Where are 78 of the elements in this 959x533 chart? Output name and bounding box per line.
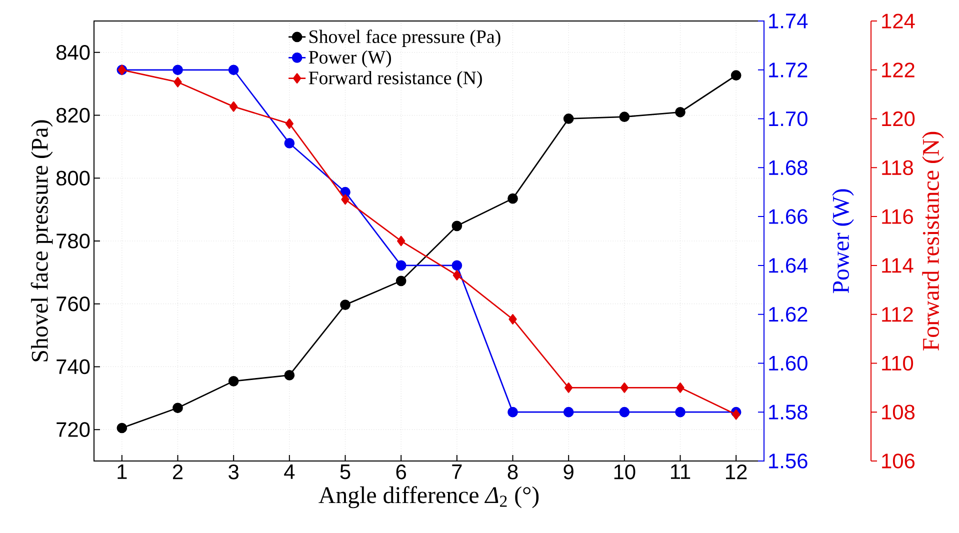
x-tick-label: 11 — [670, 464, 690, 479]
y2-tick-label: 1.58 — [769, 404, 808, 420]
x-tick-label: 10 — [614, 464, 636, 480]
point — [174, 76, 182, 88]
point — [228, 64, 239, 76]
y2-tick-label: 1.56 — [769, 454, 808, 468]
y3-tick-label: 112 — [882, 307, 913, 322]
y3-tick-label: 122 — [882, 62, 914, 78]
x-tick-label: 6 — [396, 464, 406, 480]
point — [675, 106, 686, 118]
y2-tick-label: 1.62 — [769, 306, 808, 322]
x-axis-title: Angle difference Δ$_{2}$ (°) — [318, 486, 539, 508]
point — [340, 300, 350, 310]
y3-tick-label: 114 — [882, 258, 914, 273]
y2-tick-label: 1.66 — [769, 209, 808, 224]
x-tick-label: 2 — [172, 464, 183, 480]
point — [172, 402, 183, 414]
legend-label: Forward resistance (N) — [308, 71, 482, 88]
x-tick-label: 1 — [118, 464, 127, 479]
x-tick-label: 4 — [284, 464, 295, 479]
y-tick-label: 740 — [56, 359, 90, 374]
y3-tick-label: 108 — [882, 404, 915, 420]
point — [396, 260, 406, 271]
point — [563, 114, 574, 124]
point — [675, 406, 686, 418]
point — [620, 382, 628, 393]
point — [230, 101, 238, 112]
point — [285, 118, 294, 129]
y2-tick-label: 1.68 — [769, 160, 808, 176]
y-tick-label: 720 — [56, 422, 90, 437]
y-tick-label: 820 — [56, 108, 90, 123]
y3-tick-label: 120 — [882, 111, 915, 126]
point — [508, 314, 517, 324]
y-tick-label: 780 — [56, 234, 90, 248]
y3-tick-label: 118 — [882, 160, 913, 176]
point — [172, 64, 183, 76]
point — [730, 70, 742, 81]
y2-tick-label: 1.70 — [769, 111, 808, 126]
y3-tick-label: 106 — [882, 454, 915, 468]
point — [228, 376, 239, 386]
y2-axis-title: Power (W) — [832, 189, 854, 294]
y2-tick-label: 1.72 — [769, 62, 808, 78]
point — [564, 382, 573, 393]
point — [508, 193, 518, 204]
y-axis-title: Shovel face pressure (Pa) — [30, 120, 53, 362]
point — [676, 382, 684, 393]
point — [452, 220, 462, 232]
point — [563, 406, 574, 418]
point — [116, 422, 128, 434]
point — [619, 112, 630, 122]
point — [452, 270, 461, 280]
point — [341, 194, 350, 205]
point — [732, 409, 740, 420]
x-tick-label: 5 — [340, 464, 350, 480]
legend-label: Power (W) — [308, 50, 391, 68]
x-tick-label: 8 — [508, 464, 518, 480]
x-tick-label: 9 — [564, 464, 574, 480]
y2-tick-label: 1.64 — [769, 258, 808, 273]
y3-tick-label: 116 — [882, 209, 913, 224]
legend-label: Shovel face pressure (Pa) — [310, 30, 500, 47]
point — [396, 276, 406, 286]
y3-tick-label: 124 — [882, 14, 915, 28]
y2-tick-label: 1.60 — [769, 356, 808, 371]
x-tick-label: 7 — [452, 464, 462, 479]
y-tick-label: 760 — [56, 296, 90, 312]
y3-axis-title: Forward resistance (N) — [922, 132, 944, 351]
x-tick-label: 3 — [228, 464, 238, 480]
y-tick-label: 840 — [56, 45, 90, 60]
y3-tick-label: 110 — [882, 356, 914, 371]
point — [508, 406, 518, 418]
point — [452, 260, 462, 271]
point — [397, 236, 406, 246]
point — [284, 370, 295, 380]
point — [284, 138, 295, 148]
y-tick-label: 800 — [56, 170, 90, 186]
point — [619, 406, 630, 418]
x-tick-label: 12 — [726, 464, 747, 480]
y2-tick-label: 1.74 — [769, 14, 808, 28]
